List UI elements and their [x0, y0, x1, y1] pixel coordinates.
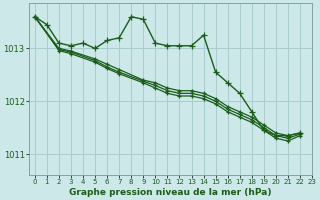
- X-axis label: Graphe pression niveau de la mer (hPa): Graphe pression niveau de la mer (hPa): [69, 188, 272, 197]
